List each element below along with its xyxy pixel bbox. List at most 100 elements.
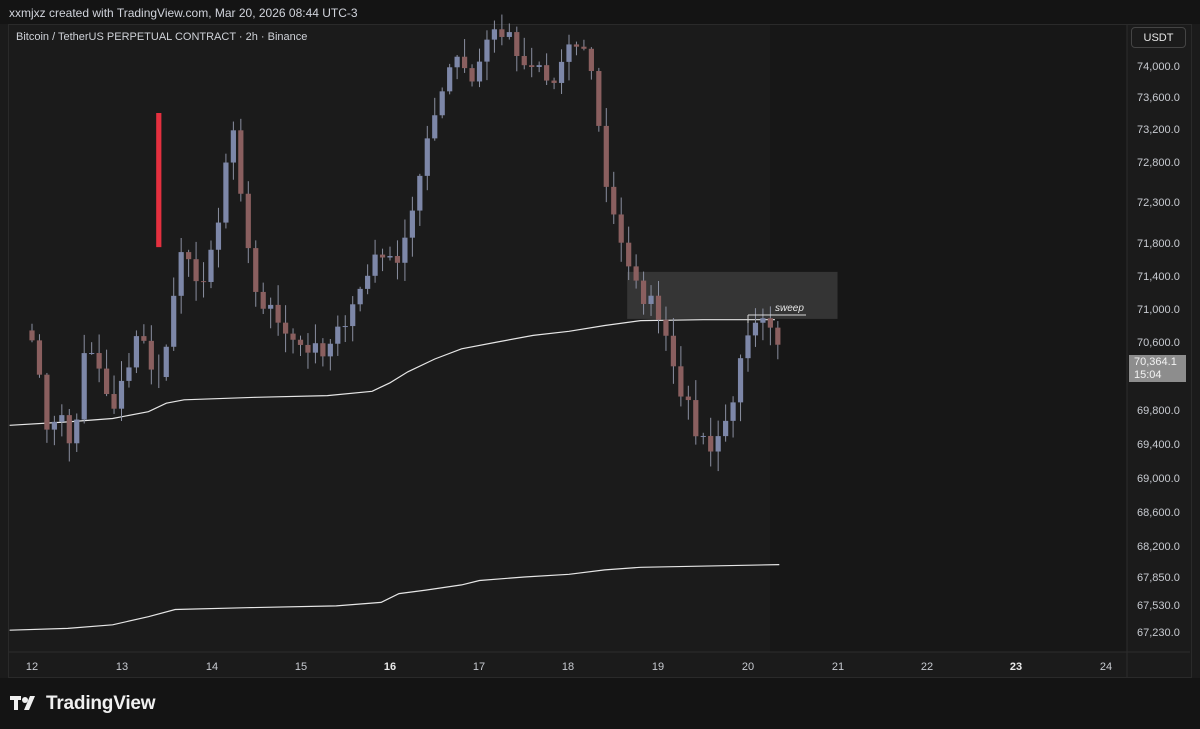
candle-body (454, 56, 460, 68)
candle-body (230, 130, 236, 163)
candle-body (275, 304, 281, 323)
candle-body (767, 318, 773, 328)
candle-body (178, 252, 184, 296)
date-tick-label: 18 (562, 661, 574, 673)
candle-body (163, 346, 169, 378)
candle-body (723, 420, 729, 437)
candle-body (200, 281, 207, 283)
candle-body (141, 336, 147, 341)
candle-body (745, 335, 751, 359)
candle-body (223, 162, 229, 223)
candle-body (491, 29, 498, 40)
price-tick-label: 72,800.0 (1137, 157, 1180, 169)
candle-body (133, 336, 140, 368)
price-tick-label: 73,200.0 (1137, 124, 1180, 136)
candle-body (551, 80, 557, 83)
last-price-tag: 70,364.1 15:04 (1129, 355, 1186, 382)
candle-body (342, 326, 348, 328)
candle-body (148, 340, 154, 370)
candle-body (670, 335, 677, 367)
candle-body (424, 138, 430, 176)
date-tick-label: 24 (1100, 661, 1112, 673)
date-tick-label: 21 (832, 661, 844, 673)
candle-body (156, 113, 162, 248)
candle-body (238, 130, 244, 194)
candle-body (126, 367, 132, 381)
candle-body (387, 256, 393, 258)
candle-body (640, 280, 647, 304)
candle-body (626, 242, 632, 267)
candle-body (566, 44, 572, 62)
tradingview-logo-icon (10, 696, 35, 710)
candle-body (558, 61, 565, 83)
date-tick-label: 13 (116, 661, 128, 673)
candle-body (66, 415, 72, 444)
candle-body (103, 368, 110, 395)
candle-body (417, 175, 423, 211)
candle-body (588, 48, 594, 72)
candle-body (193, 259, 199, 282)
candle-body (215, 222, 222, 250)
candle-body (118, 380, 125, 409)
candle-body (305, 344, 311, 353)
candle-body (379, 254, 386, 258)
candle-body (409, 210, 415, 238)
tradingview-logo[interactable]: TradingView (10, 693, 156, 715)
date-tick-label: 17 (473, 661, 485, 673)
candle-body (663, 319, 669, 336)
symbol-title: Bitcoin / TetherUS PERPETUAL CONTRACT · … (16, 31, 308, 43)
candle-body (111, 394, 117, 409)
candle-body (573, 44, 580, 47)
price-tick-label: 69,400.0 (1137, 439, 1180, 451)
date-tick-label: 12 (26, 661, 38, 673)
candle-body (253, 248, 259, 292)
candle-body (268, 304, 274, 309)
price-tick-label: 69,800.0 (1137, 405, 1180, 417)
countdown: 15:04 (1134, 369, 1162, 381)
price-tick-label: 71,800.0 (1137, 238, 1180, 250)
candle-body (51, 421, 57, 430)
candle-body (335, 326, 341, 344)
candle-body (476, 61, 483, 82)
candle-body (394, 256, 401, 263)
candle-body (655, 295, 662, 320)
candle-body (29, 330, 35, 341)
price-tick-label: 69,000.0 (1137, 473, 1180, 485)
candle-body (372, 254, 378, 276)
future-area (770, 25, 1127, 652)
candle-body (581, 46, 587, 49)
candle-body (536, 65, 542, 67)
candle-body (596, 71, 602, 126)
candle-body (402, 237, 408, 263)
price-tick-label: 71,400.0 (1137, 271, 1180, 283)
candle-body (648, 295, 654, 304)
vwap-line-upper (9, 319, 775, 426)
date-tick-label: 23 (1010, 661, 1022, 673)
candle-body (186, 252, 192, 260)
price-axis-area (1127, 25, 1191, 652)
currency-selector[interactable]: USDT (1131, 27, 1186, 48)
candle-body (678, 366, 684, 397)
candle-body (499, 29, 505, 37)
candle-body (544, 65, 550, 81)
candle-body (44, 374, 50, 430)
candle-body (715, 436, 721, 452)
price-tick-label: 68,200.0 (1137, 541, 1180, 553)
price-tick-label: 67,230.0 (1137, 627, 1180, 639)
price-tick-label: 68,600.0 (1137, 507, 1180, 519)
candle-body (521, 55, 527, 66)
candle-body (469, 68, 475, 82)
price-tick-label: 67,850.0 (1137, 572, 1180, 584)
candle-body (365, 275, 371, 289)
candle-body (461, 56, 468, 69)
last-price-value: 70,364.1 (1134, 356, 1177, 368)
credit-text: xxmjxz created with TradingView.com, Mar… (9, 6, 358, 20)
candle-body (775, 327, 781, 345)
candle-body (282, 322, 289, 334)
candle-body (603, 125, 609, 187)
candle-body (693, 400, 699, 437)
candle-body (208, 249, 214, 282)
sweep-label: sweep (775, 303, 804, 314)
candle-body (357, 288, 363, 305)
